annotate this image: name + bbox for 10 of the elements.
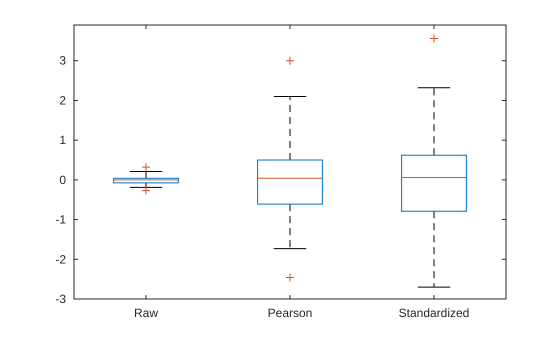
x-tick-label: Raw — [134, 306, 158, 320]
y-tick-label: -3 — [55, 292, 66, 306]
x-tick-label: Pearson — [268, 306, 312, 320]
y-tick-label: 1 — [59, 133, 66, 148]
y-tick-label: 0 — [59, 172, 66, 187]
y-tick-label: -2 — [55, 252, 66, 266]
y-tick-label: -1 — [55, 212, 66, 227]
y-tick-label: 2 — [59, 93, 66, 108]
y-tick-label: 3 — [59, 54, 66, 68]
x-tick-label: Standardized — [398, 306, 470, 320]
